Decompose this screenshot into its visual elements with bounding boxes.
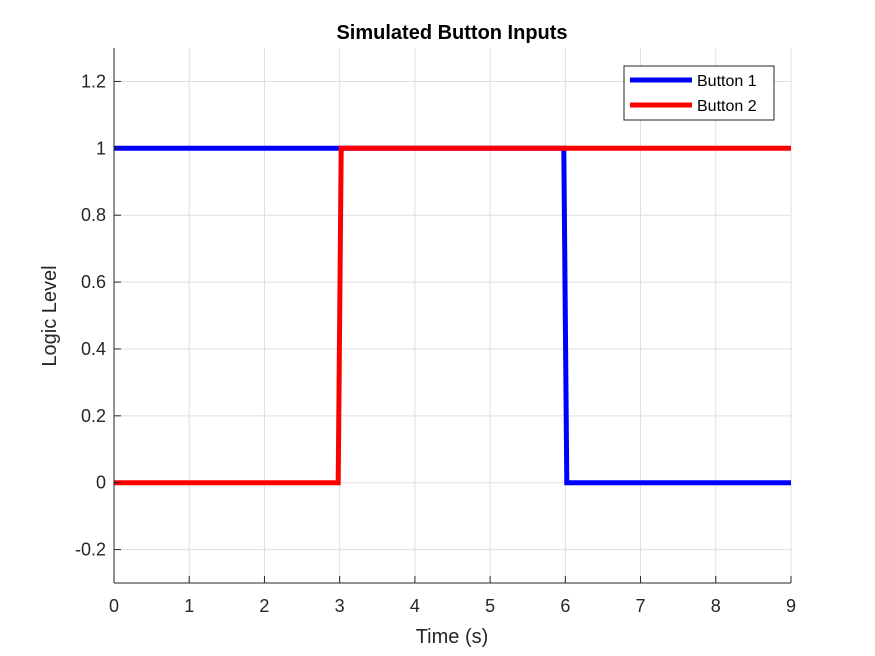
chart-title: Simulated Button Inputs bbox=[336, 22, 567, 44]
legend-label-button-1: Button 1 bbox=[697, 73, 757, 90]
y-tick-labels: -0.2 0 0.2 0.4 0.6 0.8 1 1.2 bbox=[75, 71, 106, 559]
y-tick-label: -0.2 bbox=[75, 540, 106, 560]
x-axis-label: Time (s) bbox=[416, 626, 489, 648]
y-tick-label: 0 bbox=[96, 473, 106, 493]
x-tick-label: 4 bbox=[410, 596, 420, 616]
axes-background bbox=[114, 48, 791, 583]
x-tick-label: 6 bbox=[560, 596, 570, 616]
x-tick-labels: 0 1 2 3 4 5 6 7 8 9 bbox=[109, 596, 796, 616]
legend: Button 1 Button 2 bbox=[623, 65, 775, 121]
x-tick-label: 8 bbox=[711, 596, 721, 616]
y-axis-label: Logic Level bbox=[39, 265, 61, 366]
x-tick-label: 1 bbox=[184, 596, 194, 616]
grid bbox=[113, 48, 792, 583]
x-tick-label: 0 bbox=[109, 596, 119, 616]
y-tick-label: 0.8 bbox=[81, 205, 106, 225]
legend-label-button-2: Button 2 bbox=[697, 98, 757, 115]
x-tick-label: 2 bbox=[259, 596, 269, 616]
y-tick-label: 1.2 bbox=[81, 71, 106, 91]
x-tick-label: 5 bbox=[485, 596, 495, 616]
x-tick-label: 3 bbox=[335, 596, 345, 616]
axes bbox=[113, 48, 792, 584]
y-tick-label: 1 bbox=[96, 138, 106, 158]
x-tick-label: 7 bbox=[636, 596, 646, 616]
y-tick-label: 0.2 bbox=[81, 406, 106, 426]
y-tick-label: 0.4 bbox=[81, 339, 106, 359]
x-tick-label: 9 bbox=[786, 596, 796, 616]
y-tick-label: 0.6 bbox=[81, 272, 106, 292]
legend-box bbox=[623, 65, 775, 121]
series-line-button-2 bbox=[114, 145, 791, 486]
series-lines bbox=[114, 145, 791, 486]
